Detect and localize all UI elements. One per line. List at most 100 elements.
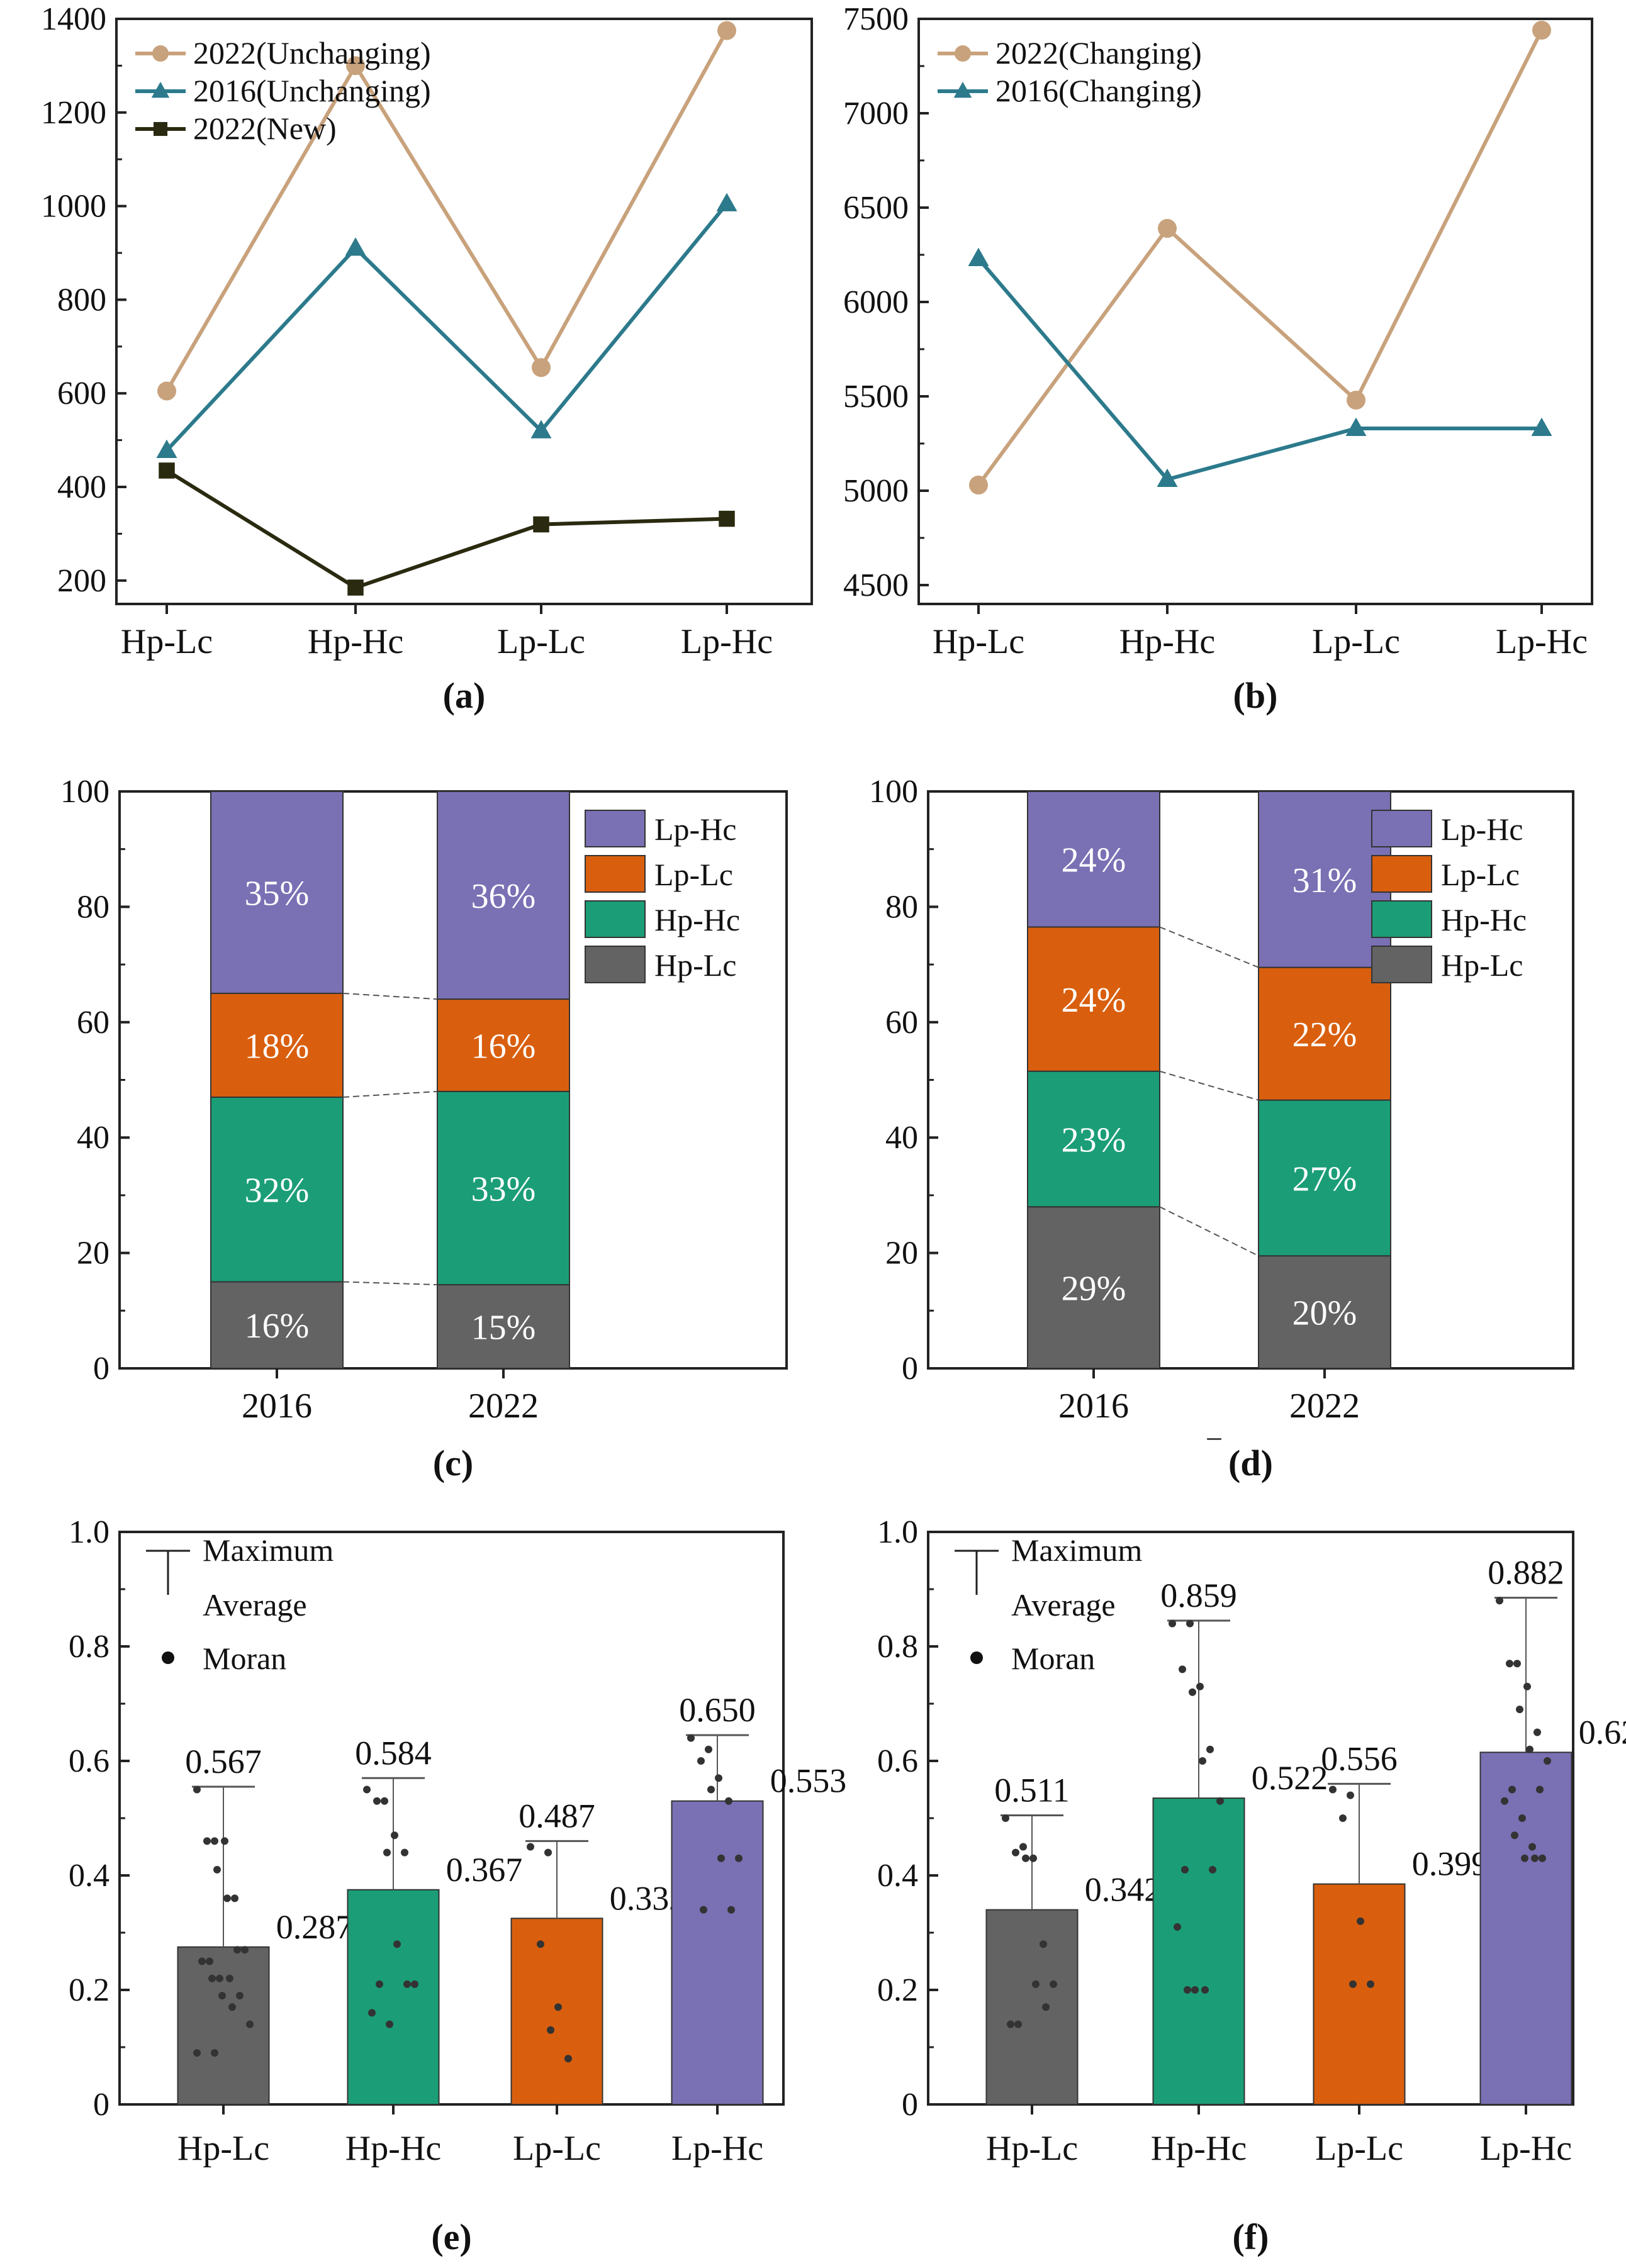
y-tick-label: 0.4 bbox=[877, 1858, 918, 1894]
y-tick-label: 60 bbox=[77, 1005, 109, 1041]
moran-point bbox=[1496, 1597, 1503, 1605]
legend-label: 2022(Unchanging) bbox=[193, 35, 431, 70]
average-bar-lp-hc bbox=[671, 1800, 764, 2105]
circle-marker bbox=[717, 21, 736, 40]
y-tick-label: 1000 bbox=[41, 189, 106, 225]
average-bar-lp-lc bbox=[510, 1918, 603, 2105]
moran-point bbox=[547, 2026, 554, 2034]
segment-label: 29% bbox=[1062, 1270, 1126, 1309]
moran-point bbox=[363, 1785, 371, 1794]
moran-point bbox=[1174, 1923, 1181, 1931]
moran-point bbox=[241, 1946, 249, 1954]
moran-point bbox=[203, 1837, 211, 1845]
y-tick-label: 6000 bbox=[843, 284, 909, 320]
y-tick-label: 200 bbox=[57, 563, 106, 599]
moran-point bbox=[1513, 1660, 1521, 1668]
y-tick-label: 1400 bbox=[41, 1, 106, 37]
legend-label: Maximum bbox=[203, 1533, 334, 1568]
triangle-marker bbox=[151, 82, 170, 98]
moran-point bbox=[1007, 2020, 1014, 2028]
x-tick-label: Lp-Lc bbox=[513, 2129, 601, 2168]
stack-segment-hp-lc bbox=[1027, 1206, 1160, 1369]
legend-swatch bbox=[1371, 810, 1432, 847]
circle-marker bbox=[1347, 391, 1365, 410]
y-tick-label: 5000 bbox=[843, 473, 909, 509]
triangle-marker bbox=[1531, 417, 1552, 436]
panel-b-line-chart: 4500 5000 5500 6000 6500 7000 7500 Hp-Lc Hp-Hc Lp… bbox=[843, 1, 1593, 716]
moran-point bbox=[1042, 2003, 1050, 2011]
moran-point bbox=[1349, 1980, 1357, 1988]
stack-segment-hp-hc bbox=[1258, 1099, 1391, 1257]
triangle-marker bbox=[716, 193, 737, 211]
x-tick-label: 2022 bbox=[468, 1387, 539, 1426]
legend-label: Lp-Hc bbox=[654, 812, 737, 847]
legend-label: Moran bbox=[1011, 1641, 1095, 1676]
series-line-2022-unchanging- bbox=[165, 30, 729, 392]
maximum-value-label: 0.859 bbox=[1160, 1577, 1237, 1614]
legend-label: 2016(Unchanging) bbox=[193, 73, 431, 108]
x-tick-label: Hp-Hc bbox=[1151, 2129, 1247, 2168]
circle-marker bbox=[1158, 219, 1177, 238]
moran-point bbox=[246, 2020, 254, 2028]
y-tick-label: 600 bbox=[57, 376, 106, 411]
moran-point bbox=[226, 1974, 233, 1982]
series-line-2022-new- bbox=[165, 469, 727, 589]
stack-segment-lp-hc bbox=[210, 791, 344, 994]
y-tick-label: 1200 bbox=[41, 95, 106, 131]
average-value-label: 0.342 bbox=[1085, 1871, 1162, 1909]
maximum-value-label: 0.650 bbox=[679, 1691, 756, 1729]
series-line-2016-changing- bbox=[977, 257, 1542, 481]
moran-point bbox=[221, 1837, 228, 1845]
moran-point bbox=[1516, 1706, 1523, 1714]
plot-frame bbox=[115, 18, 813, 605]
average-value-label: 0.287 bbox=[276, 1908, 353, 1946]
moran-point bbox=[1506, 1660, 1513, 1668]
legend-label: Hp-Hc bbox=[654, 902, 740, 937]
x-tick-label: Lp-Lc bbox=[497, 622, 585, 661]
x-tick-label: Hp-Hc bbox=[1119, 622, 1215, 661]
y-tick-label: 60 bbox=[885, 1005, 918, 1041]
legend-label: Hp-Lc bbox=[654, 947, 737, 983]
legend-swatch bbox=[585, 810, 646, 847]
panel-caption: (e) bbox=[431, 2216, 471, 2257]
y-tick-label: 0.8 bbox=[69, 1629, 109, 1665]
dashed-connector bbox=[342, 1281, 438, 1286]
x-tick-label: Lp-Hc bbox=[1480, 2129, 1572, 2168]
panel-caption: (c) bbox=[433, 1443, 473, 1483]
legend-label: Lp-Lc bbox=[1441, 857, 1520, 892]
moran-point bbox=[376, 1980, 383, 1988]
x-tick-label: Lp-Hc bbox=[1496, 622, 1588, 661]
legend-moran-dot bbox=[970, 1651, 983, 1664]
moran-point bbox=[564, 2055, 572, 2063]
triangle-marker bbox=[953, 82, 972, 98]
x-tick-label: Lp-Hc bbox=[671, 2129, 763, 2168]
x-tick-label: Lp-Lc bbox=[1315, 2129, 1403, 2168]
moran-point bbox=[715, 1774, 722, 1782]
circle-marker bbox=[157, 381, 176, 401]
segment-label: 16% bbox=[471, 1027, 536, 1066]
x-tick-label: Hp-Lc bbox=[986, 2129, 1078, 2168]
moran-point bbox=[727, 1906, 735, 1914]
moran-point bbox=[218, 1992, 226, 2000]
moran-point bbox=[231, 1894, 238, 1902]
dashed-connector bbox=[1159, 1206, 1259, 1257]
moran-point bbox=[705, 1745, 712, 1753]
average-value-label: 0.367 bbox=[446, 1851, 523, 1889]
segment-label: 33% bbox=[471, 1170, 536, 1209]
stack-segment-hp-hc bbox=[210, 1097, 344, 1283]
segment-label: 35% bbox=[245, 874, 310, 913]
average-value-label: 0.522 bbox=[1252, 1759, 1328, 1797]
moran-point bbox=[1169, 1619, 1176, 1628]
average-bar-hp-lc bbox=[985, 1909, 1079, 2106]
y-tick-label: 4500 bbox=[843, 567, 909, 603]
moran-point bbox=[1029, 1854, 1037, 1862]
segment-label: 27% bbox=[1292, 1159, 1357, 1198]
y-tick-label: 20 bbox=[885, 1236, 918, 1271]
y-tick-label: 0.2 bbox=[69, 1972, 109, 2008]
legend-label: Average bbox=[203, 1587, 307, 1623]
stack-segment-hp-lc bbox=[437, 1284, 570, 1370]
triangle-marker bbox=[345, 237, 366, 256]
segment-label: 24% bbox=[1062, 841, 1126, 880]
moran-point bbox=[211, 2049, 218, 2057]
panel-e-bar-chart: 0 0.2 0.4 0.6 0.8 1.0 0.567 0.287 0.584 0.367 0.48… bbox=[69, 1514, 846, 2257]
